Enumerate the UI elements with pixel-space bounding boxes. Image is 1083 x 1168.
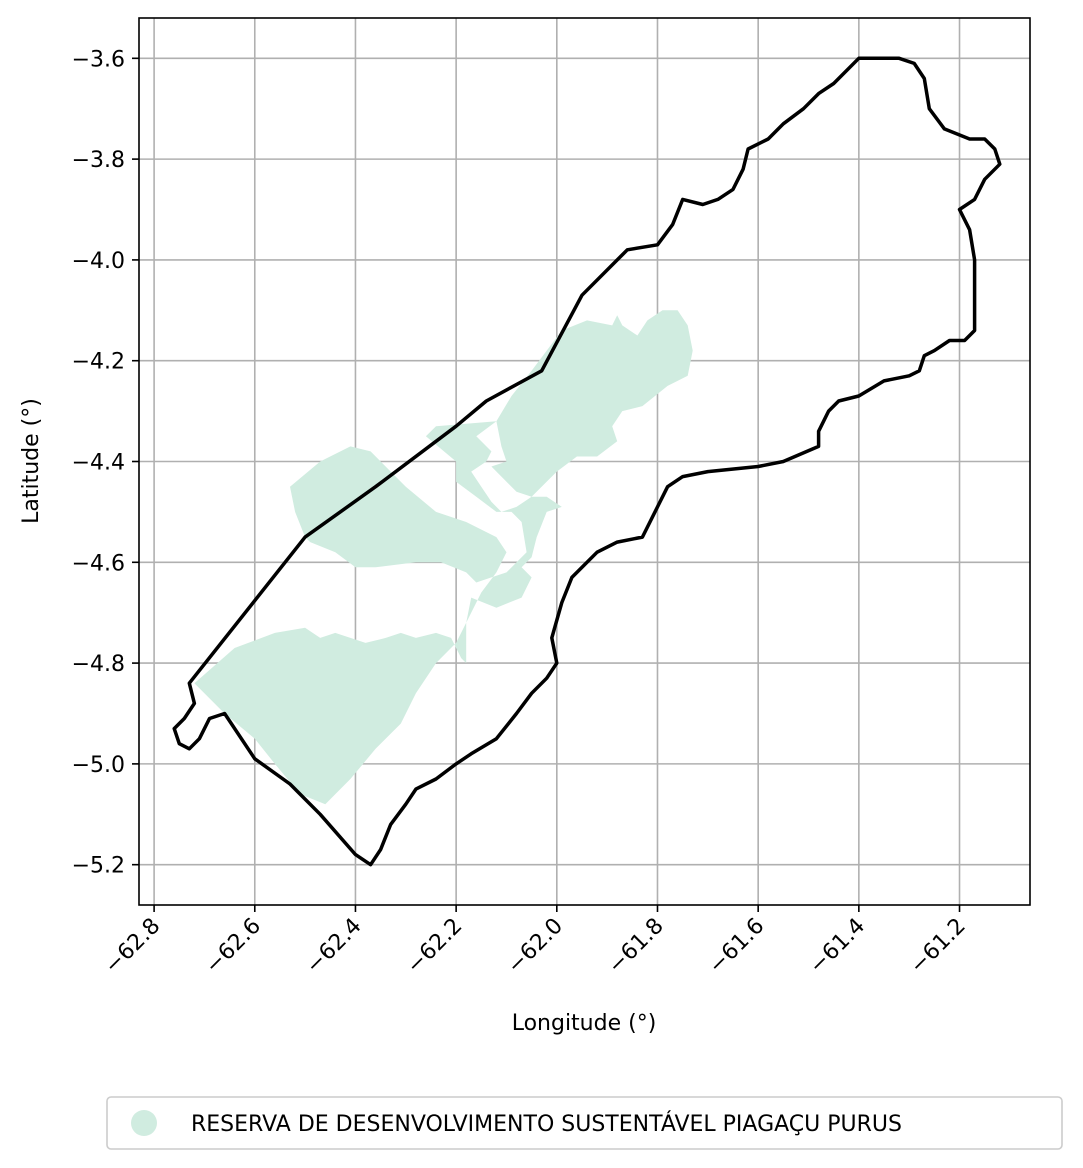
y-tick-label: −4.0 <box>72 249 125 274</box>
y-tick-label: −4.8 <box>72 652 125 677</box>
y-tick-label: −4.2 <box>72 350 125 375</box>
legend-marker <box>131 1110 157 1136</box>
y-tick-label: −4.6 <box>72 551 125 576</box>
x-axis-label: Longitude (°) <box>512 1011 657 1036</box>
y-axis-label: Latitude (°) <box>19 398 44 524</box>
legend: RESERVA DE DESENVOLVIMENTO SUSTENTÁVEL P… <box>106 1096 1063 1150</box>
legend-label: RESERVA DE DESENVOLVIMENTO SUSTENTÁVEL P… <box>191 1111 902 1137</box>
y-tick-label: −3.8 <box>72 148 125 173</box>
y-tick-label: −3.6 <box>72 47 125 72</box>
legend-box <box>106 1096 1063 1150</box>
y-tick-label: −5.0 <box>72 753 125 778</box>
y-tick-label: −5.2 <box>72 854 125 879</box>
region-boundary <box>172 56 1002 867</box>
y-axis-ticks: −3.6 −3.8 −4.0 −4.2 −4.4 −4.6 −4.8 −5.0 −5.2 <box>72 47 139 879</box>
y-tick-label: −4.4 <box>72 451 125 476</box>
map-layers <box>172 56 1002 867</box>
reserve-area <box>194 310 693 805</box>
